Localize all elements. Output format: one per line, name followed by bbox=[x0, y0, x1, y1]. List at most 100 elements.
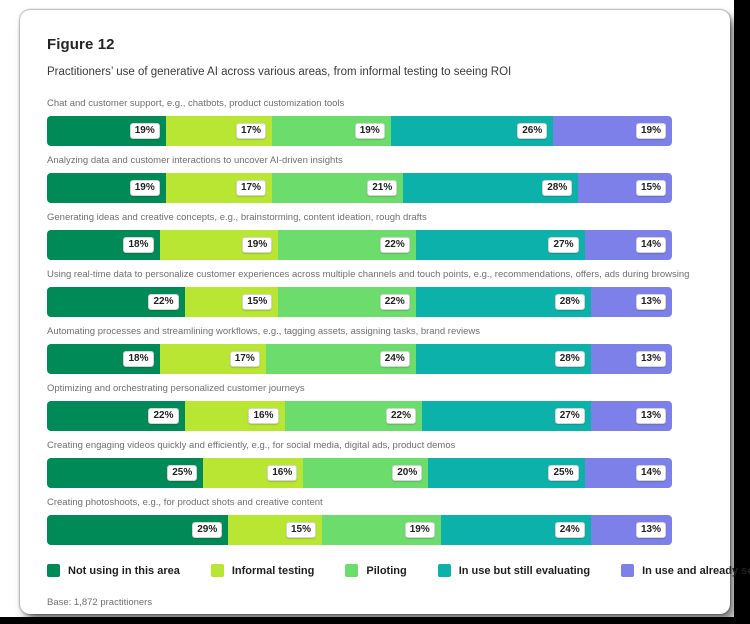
stacked-bar: 18% 17% 24% 28% 13% bbox=[47, 344, 672, 374]
bar-segment-not-using-in-this-area: 25% bbox=[47, 458, 204, 488]
legend-item-in-use-and-already-seeing-roi: In use and already seeing ROI bbox=[621, 564, 750, 577]
bar-segment-informal-testing: 19% bbox=[159, 230, 279, 260]
value-badge: 19% bbox=[129, 123, 160, 139]
bar-segment-piloting: 22% bbox=[284, 401, 422, 431]
chart-row: Automating processes and streamlining wo… bbox=[47, 326, 730, 374]
value-badge: 22% bbox=[148, 294, 179, 310]
bar-segment-in-use-but-still-evaluating: 28% bbox=[415, 344, 591, 374]
value-badge: 27% bbox=[554, 408, 585, 424]
chart-row: Creating photoshoots, e.g., for product … bbox=[47, 497, 730, 545]
value-badge: 17% bbox=[229, 351, 260, 367]
legend-label: Piloting bbox=[366, 564, 407, 577]
bar-chart: Chat and customer support, e.g., chatbot… bbox=[47, 98, 730, 545]
value-badge: 28% bbox=[554, 351, 585, 367]
base-note: Base: 1,872 practitioners bbox=[47, 597, 153, 608]
bar-segment-not-using-in-this-area: 18% bbox=[47, 230, 160, 260]
value-badge: 22% bbox=[148, 408, 179, 424]
legend-item-in-use-but-still-evaluating: In use but still evaluating bbox=[437, 564, 591, 577]
value-badge: 22% bbox=[379, 294, 410, 310]
bar-segment-informal-testing: 15% bbox=[184, 287, 279, 317]
chart-row: Using real-time data to personalize cust… bbox=[47, 269, 730, 317]
legend-label: In use but still evaluating bbox=[458, 564, 591, 577]
bar-segment-informal-testing: 16% bbox=[184, 401, 285, 431]
value-badge: 24% bbox=[554, 522, 585, 538]
value-badge: 29% bbox=[192, 522, 223, 538]
bar-segment-in-use-but-still-evaluating: 28% bbox=[415, 287, 591, 317]
stacked-bar: 29% 15% 19% 24% 13% bbox=[47, 515, 672, 545]
value-badge: 15% bbox=[242, 294, 273, 310]
stacked-bar: 22% 16% 22% 27% 13% bbox=[47, 401, 672, 431]
row-label: Automating processes and streamlining wo… bbox=[47, 326, 480, 337]
row-label: Using real-time data to personalize cust… bbox=[47, 269, 690, 280]
legend-label: Informal testing bbox=[231, 564, 315, 577]
bar-segment-in-use-and-already-seeing-roi: 13% bbox=[590, 401, 672, 431]
bar-segment-in-use-and-already-seeing-roi: 13% bbox=[590, 287, 672, 317]
legend-swatch bbox=[437, 564, 451, 577]
bar-segment-in-use-but-still-evaluating: 27% bbox=[422, 401, 591, 431]
value-badge: 15% bbox=[285, 522, 316, 538]
legend-item-not-using-in-this-area: Not using in this area bbox=[47, 564, 180, 577]
chart-row: Optimizing and orchestrating personalize… bbox=[47, 383, 730, 431]
value-badge: 19% bbox=[129, 180, 160, 196]
value-badge: 20% bbox=[392, 465, 423, 481]
chart-row: Analyzing data and customer interactions… bbox=[47, 155, 730, 203]
value-badge: 17% bbox=[235, 123, 266, 139]
value-badge: 22% bbox=[379, 237, 410, 253]
bar-segment-informal-testing: 15% bbox=[228, 515, 322, 545]
bar-segment-in-use-and-already-seeing-roi: 15% bbox=[578, 173, 672, 203]
value-badge: 24% bbox=[379, 351, 410, 367]
bar-segment-informal-testing: 17% bbox=[165, 173, 272, 203]
bar-segment-not-using-in-this-area: 22% bbox=[47, 287, 185, 317]
row-label: Creating photoshoots, e.g., for product … bbox=[47, 497, 323, 508]
chart-row: Chat and customer support, e.g., chatbot… bbox=[47, 98, 730, 146]
bar-segment-informal-testing: 17% bbox=[159, 344, 266, 374]
value-badge: 17% bbox=[235, 180, 266, 196]
value-badge: 14% bbox=[635, 237, 666, 253]
value-badge: 19% bbox=[354, 123, 385, 139]
value-badge: 18% bbox=[123, 351, 154, 367]
stacked-bar: 19% 17% 21% 28% 15% bbox=[47, 173, 672, 203]
bar-segment-piloting: 22% bbox=[278, 230, 416, 260]
row-label: Generating ideas and creative concepts, … bbox=[47, 212, 427, 223]
value-badge: 25% bbox=[167, 465, 198, 481]
row-label: Optimizing and orchestrating personalize… bbox=[47, 383, 305, 394]
value-badge: 27% bbox=[548, 237, 579, 253]
stacked-bar: 25% 16% 20% 25% 14% bbox=[47, 458, 672, 488]
bar-segment-piloting: 24% bbox=[265, 344, 416, 374]
bar-segment-informal-testing: 16% bbox=[203, 458, 304, 488]
stacked-bar: 18% 19% 22% 27% 14% bbox=[47, 230, 672, 260]
bar-segment-piloting: 22% bbox=[278, 287, 416, 317]
row-label: Chat and customer support, e.g., chatbot… bbox=[47, 98, 345, 109]
value-badge: 21% bbox=[367, 180, 398, 196]
value-badge: 19% bbox=[635, 123, 666, 139]
row-label: Creating engaging videos quickly and eff… bbox=[47, 440, 456, 451]
figure-subtitle: Practitioners’ use of generative AI acro… bbox=[47, 66, 512, 78]
value-badge: 19% bbox=[404, 522, 435, 538]
bar-segment-not-using-in-this-area: 19% bbox=[47, 116, 166, 146]
legend-swatch bbox=[345, 564, 359, 577]
chart-row: Creating engaging videos quickly and eff… bbox=[47, 440, 730, 488]
bar-segment-piloting: 19% bbox=[322, 515, 441, 545]
bar-segment-in-use-and-already-seeing-roi: 13% bbox=[590, 515, 672, 545]
bar-segment-piloting: 20% bbox=[303, 458, 429, 488]
value-badge: 26% bbox=[517, 123, 548, 139]
bar-segment-in-use-but-still-evaluating: 25% bbox=[428, 458, 585, 488]
bar-segment-in-use-but-still-evaluating: 24% bbox=[440, 515, 591, 545]
value-badge: 16% bbox=[267, 465, 298, 481]
bar-segment-not-using-in-this-area: 22% bbox=[47, 401, 185, 431]
value-badge: 13% bbox=[635, 351, 666, 367]
value-badge: 16% bbox=[248, 408, 279, 424]
bar-segment-in-use-and-already-seeing-roi: 14% bbox=[584, 458, 672, 488]
bar-segment-not-using-in-this-area: 29% bbox=[47, 515, 229, 545]
bar-segment-in-use-and-already-seeing-roi: 19% bbox=[553, 116, 672, 146]
bar-segment-in-use-but-still-evaluating: 27% bbox=[415, 230, 585, 260]
bar-segment-piloting: 21% bbox=[272, 173, 404, 203]
stacked-bar: 22% 15% 22% 28% 13% bbox=[47, 287, 672, 317]
value-badge: 15% bbox=[635, 180, 666, 196]
bar-segment-informal-testing: 17% bbox=[165, 116, 272, 146]
legend-swatch bbox=[47, 564, 60, 577]
value-badge: 19% bbox=[242, 237, 273, 253]
stacked-bar: 19% 17% 19% 26% 19% bbox=[47, 116, 672, 146]
bar-segment-in-use-and-already-seeing-roi: 14% bbox=[584, 230, 672, 260]
legend-item-piloting: Piloting bbox=[345, 564, 407, 577]
